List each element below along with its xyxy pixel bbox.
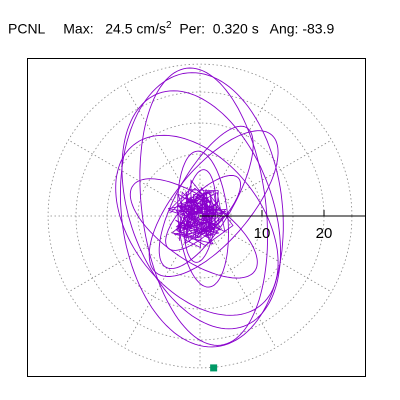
radial-axis: 10 20	[200, 210, 365, 242]
motion-trace	[115, 67, 284, 348]
grid-spoke	[123, 84, 201, 217]
grid-spoke	[199, 139, 332, 217]
trace-loop	[158, 125, 254, 270]
grid-spoke	[199, 84, 277, 217]
trace-core	[168, 179, 234, 249]
period-label: Per:	[179, 20, 205, 37]
trace-loop	[119, 72, 284, 348]
trace-loop	[115, 134, 279, 316]
trace-loop	[177, 150, 229, 288]
trace-loop	[121, 90, 281, 330]
angle-label: Ang:	[269, 20, 299, 37]
max-label: Max:	[63, 20, 94, 37]
plot-frame	[27, 58, 366, 377]
radial-tick-label: 20	[316, 225, 333, 242]
end-point-marker	[210, 364, 218, 372]
station-code: PCNL	[8, 20, 46, 37]
trace-loop	[129, 178, 258, 279]
max-unit: cm/s	[136, 20, 166, 37]
trace-loop	[139, 67, 269, 346]
grid-spoke	[199, 215, 332, 293]
trace-loop	[165, 174, 242, 251]
end-marker-layer	[210, 364, 218, 372]
max-value: 24.5	[105, 20, 133, 37]
angle-value: -83.9	[302, 20, 335, 37]
grid-spoke	[123, 215, 201, 348]
header-bar: PCNL Max: 24.5 cm/s2 Per: 0.320 s Ang: -…	[8, 20, 334, 37]
trace-loop	[148, 130, 279, 277]
period-value: 0.320 s	[212, 20, 259, 37]
radial-tick-label: 10	[254, 225, 271, 242]
max-unit-exponent: 2	[165, 20, 172, 31]
